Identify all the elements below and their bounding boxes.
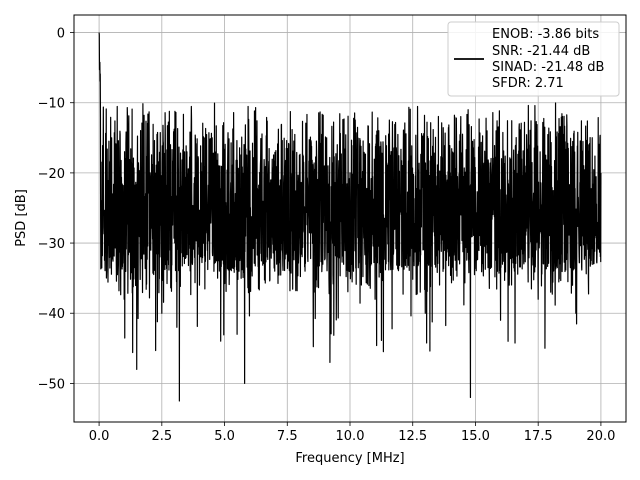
x-tick-label: 12.5 [398, 429, 427, 444]
legend: ENOB: -3.86 bits SNR: -21.44 dB SINAD: -… [447, 21, 620, 97]
y-axis-label: PSD [dB] [14, 189, 29, 247]
x-tick-label: 10.0 [336, 429, 365, 444]
x-axis-label: Frequency [MHz] [295, 451, 404, 466]
y-axis-ticks: 0 −10 −20 −30 −40 −50 [38, 27, 74, 392]
x-tick-label: 2.5 [151, 429, 172, 444]
legend-entry-sfdr: SFDR: 2.71 [492, 76, 564, 91]
x-axis-ticks: 0.0 2.5 5.0 7.5 10.0 12.5 15.0 17.5 20.0 [89, 422, 615, 444]
psd-series-group [98, 32, 602, 402]
y-tick-label: −20 [38, 167, 65, 182]
legend-entry-snr: SNR: -21.44 dB [492, 44, 590, 59]
x-tick-label: 15.0 [461, 429, 490, 444]
x-tick-label: 17.5 [524, 429, 553, 444]
x-tick-label: 20.0 [586, 429, 615, 444]
x-tick-label: 0.0 [89, 429, 110, 444]
y-tick-label: −10 [38, 97, 65, 112]
x-tick-label: 7.5 [277, 429, 298, 444]
x-tick-label: 5.0 [214, 429, 235, 444]
y-tick-label: 0 [57, 27, 65, 42]
y-tick-label: −40 [38, 307, 65, 322]
legend-entry-enob: ENOB: -3.86 bits [492, 27, 599, 42]
legend-entry-sinad: SINAD: -21.48 dB [492, 60, 604, 75]
legend-box [447, 21, 620, 97]
y-tick-label: −30 [38, 237, 65, 252]
psd-series-line [98, 32, 602, 402]
y-tick-label: −50 [38, 377, 65, 392]
